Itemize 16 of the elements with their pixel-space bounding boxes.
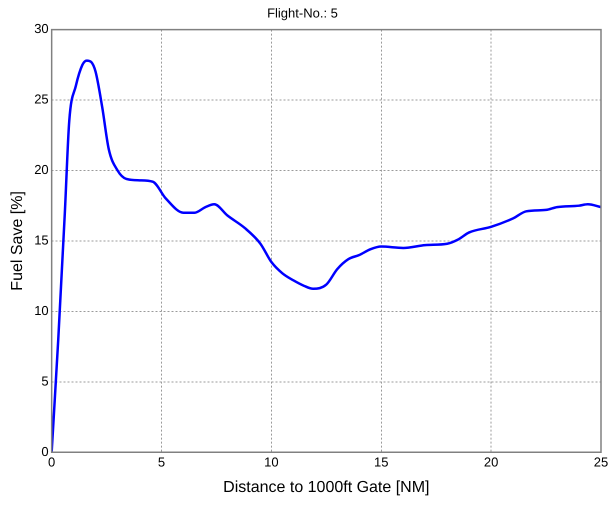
y-tick-label: 15 [34, 232, 49, 248]
x-tick-label: 25 [594, 454, 608, 470]
y-tick-label: 10 [34, 302, 49, 318]
x-axis-title: Distance to 1000ft Gate [NM] [223, 478, 430, 496]
y-tick-label: 25 [34, 92, 49, 107]
y-tick-label: 20 [34, 162, 49, 178]
x-tick-label: 5 [158, 454, 166, 470]
y-axis-title: Fuel Save [%] [9, 191, 26, 291]
x-tick-label: 15 [374, 454, 388, 470]
line-series [52, 59, 601, 452]
chart-title: Flight-No.: 5 [267, 5, 338, 20]
x-tick-label: 10 [264, 454, 279, 470]
x-tick-label: 20 [484, 454, 498, 470]
y-tick-label: 5 [41, 373, 49, 388]
y-tick-label: 30 [34, 21, 49, 36]
y-tick-label: 0 [41, 444, 49, 459]
